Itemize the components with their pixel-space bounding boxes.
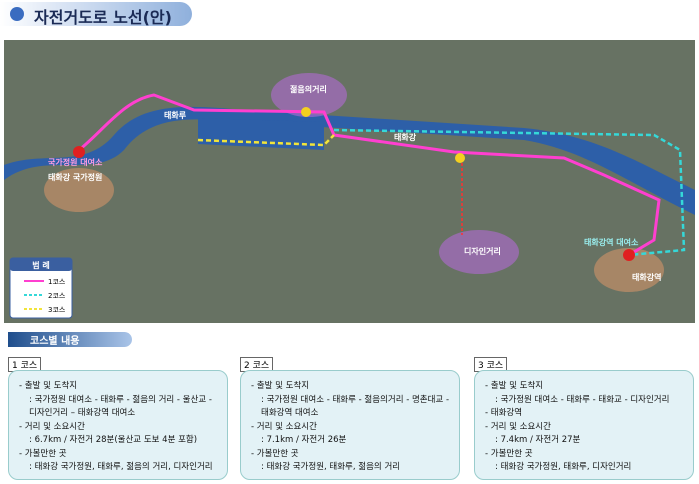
- course-line: - 가볼만한 곳: [251, 448, 299, 459]
- title-banner: 자전거도로 노선(안): [0, 2, 192, 27]
- course-line: - 출발 및 도착지: [19, 381, 78, 391]
- section-title: 코스별 내용: [30, 336, 80, 347]
- course-line: : 태화강 국가정원, 태화루, 젊음의 거리, 디자인거리: [29, 462, 213, 472]
- course-line: - 거리 및 소요시간: [485, 421, 551, 432]
- course-line: - 출발 및 도착지: [251, 381, 310, 391]
- legend-title: 범 례: [32, 260, 50, 270]
- course-line: - 가볼만한 곳: [19, 448, 67, 459]
- map-label: 태화루: [164, 110, 187, 120]
- course-line: - 출발 및 도착지: [485, 381, 544, 391]
- section-header: 코스별 내용: [8, 332, 132, 347]
- page-title: 자전거도로 노선(안): [34, 8, 172, 27]
- legend-item: 2코스: [48, 292, 66, 300]
- course-line: : 국가정원 대여소 - 태화루 - 젊음의 거리 - 울산교 -: [29, 394, 212, 405]
- course-line: : 태화강 국가정원, 태화루, 디자인거리: [495, 462, 632, 472]
- course-line: : 7.1km / 자전거 26분: [261, 435, 347, 445]
- map-label: 태화강역 대여소: [584, 237, 639, 247]
- map-label: 태화강 국가정원: [48, 172, 102, 182]
- course-line: : 6.7km / 자전거 28분(울산교 도보 4분 포함): [29, 435, 198, 445]
- course-line: - 가볼만한 곳: [485, 448, 533, 459]
- course-box: - 출발 및 도착지 : 국가정원 대여소 - 태화루 - 젊음의 거리 - 울산…: [8, 370, 228, 480]
- course-line: 태화강역 대여소: [261, 408, 319, 418]
- course-line: - 태화강역: [485, 408, 523, 418]
- map: 젊음의거리 국가정원 대여소 태화강 국가정원 태화루 태화강 디자인거리 태화…: [4, 40, 695, 323]
- map-label: 젊음의거리: [290, 84, 327, 94]
- legend-item: 3코스: [48, 306, 66, 314]
- legend: 범 례 1코스 2코스 3코스: [9, 257, 73, 319]
- course-line: : 국가정원 대여소 - 태화루 - 태화교 - 디자인거리: [495, 394, 670, 405]
- course-box: - 출발 및 도착지 : 국가정원 대여소 - 태화루 - 태화교 - 디자인거리…: [474, 370, 694, 480]
- map-label: 국가정원 대여소: [48, 157, 103, 167]
- map-label: 태화강역: [632, 272, 661, 282]
- legend-item: 1코스: [48, 278, 66, 286]
- course-line: - 거리 및 소요시간: [251, 421, 317, 432]
- map-label: 디자인거리: [464, 246, 501, 256]
- course-line: - 거리 및 소요시간: [19, 421, 85, 432]
- course-line: : 7.4km / 자전거 27분: [495, 435, 581, 445]
- course-box: - 출발 및 도착지 : 국가정원 대여소 - 태화루 - 젊음의거리 - 명촌대…: [240, 370, 460, 480]
- course-line: 디자인거리 – 태화강역 대여소: [29, 408, 136, 418]
- map-label: 태화강: [394, 132, 417, 142]
- course-line: : 국가정원 대여소 - 태화루 - 젊음의거리 - 명촌대교 -: [261, 394, 450, 405]
- course-line: : 태화강 국가정원, 태화루, 젊음의 거리: [261, 462, 401, 472]
